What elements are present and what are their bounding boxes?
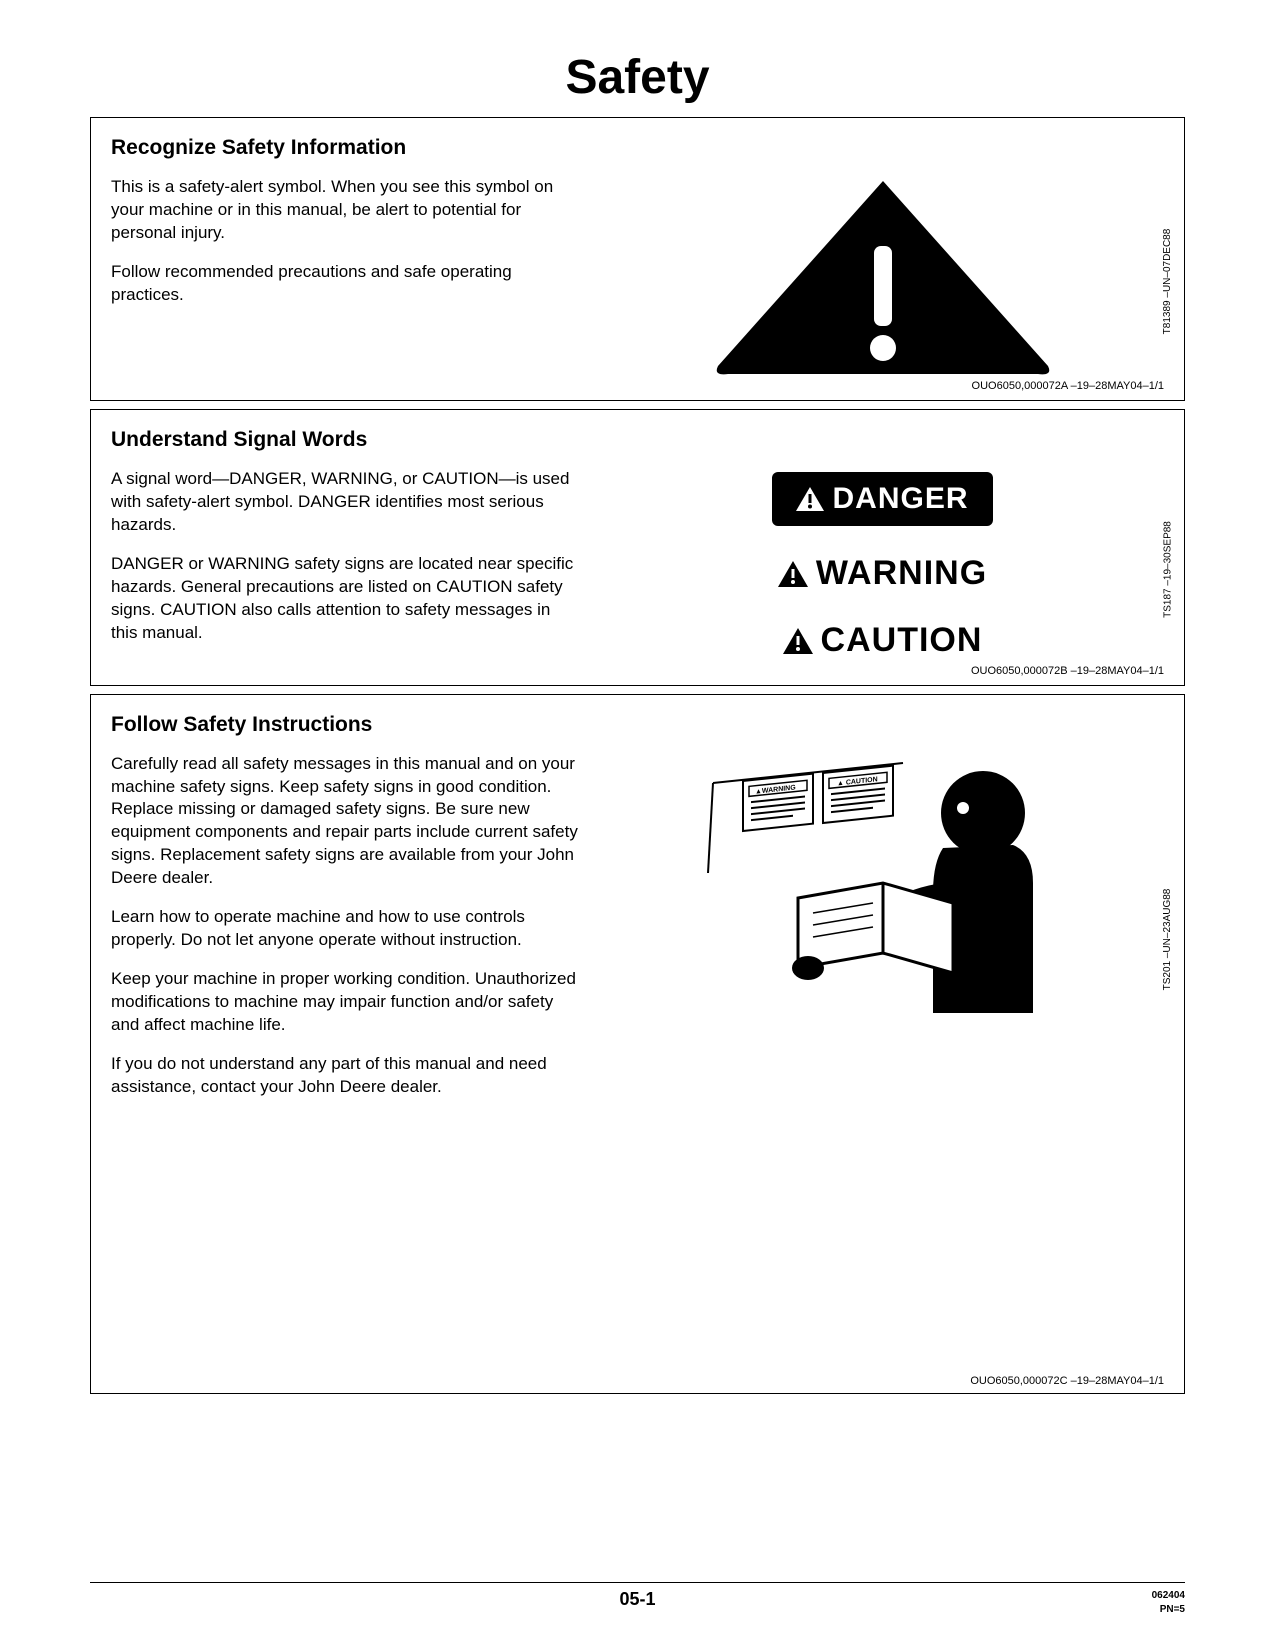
paragraph: If you do not understand any part of thi…: [111, 1053, 581, 1099]
image-side-code: T81389 –UN–07DEC88: [1163, 229, 1174, 335]
page-container: Safety Recognize Safety Information This…: [0, 0, 1275, 1432]
section-text: Carefully read all safety messages in th…: [111, 753, 581, 1115]
paragraph: A signal word—DANGER, WARNING, or CAUTIO…: [111, 468, 581, 537]
alert-triangle-icon: [783, 628, 813, 654]
page-footer: 05-1 062404 PN=5: [90, 1582, 1185, 1610]
section-follow-instructions: Follow Safety Instructions Carefully rea…: [90, 694, 1185, 1394]
paragraph: Carefully read all safety messages in th…: [111, 753, 581, 891]
signal-words-image: DANGER WARNING: [601, 468, 1164, 661]
caution-label: CAUTION: [783, 621, 983, 660]
safety-alert-symbol: T81389 –UN–07DEC88: [601, 176, 1164, 376]
caution-text: CAUTION: [821, 621, 983, 660]
paragraph: Keep your machine in proper working cond…: [111, 968, 581, 1037]
person-reading-icon: ▲WARNING ▲ CAUTION: [673, 753, 1093, 1013]
page-number: 05-1: [619, 1589, 655, 1609]
page-number-row: 05-1 062404 PN=5: [90, 1582, 1185, 1610]
safety-triangle-icon: [703, 176, 1063, 376]
alert-triangle-icon: [778, 561, 808, 587]
reading-manual-image: ▲WARNING ▲ CAUTION: [601, 753, 1164, 1115]
paragraph: Follow recommended precautions and safe …: [111, 261, 581, 307]
page-meta-date: 062404: [1152, 1589, 1185, 1603]
page-meta-pn: PN=5: [1152, 1603, 1185, 1617]
danger-text: DANGER: [832, 482, 968, 516]
paragraph: This is a safety-alert symbol. When you …: [111, 176, 581, 245]
section-footer-code: OUO6050,000072B –19–28MAY04–1/1: [111, 665, 1164, 677]
page-meta: 062404 PN=5: [1152, 1589, 1185, 1617]
section-body: A signal word—DANGER, WARNING, or CAUTIO…: [111, 468, 1164, 661]
warning-text: WARNING: [816, 554, 987, 593]
section-text: A signal word—DANGER, WARNING, or CAUTIO…: [111, 468, 581, 661]
signal-words-stack: DANGER WARNING: [772, 468, 992, 660]
section-heading: Understand Signal Words: [111, 428, 1164, 452]
section-text: This is a safety-alert symbol. When you …: [111, 176, 581, 376]
page-title: Safety: [90, 50, 1185, 105]
section-body: This is a safety-alert symbol. When you …: [111, 176, 1164, 376]
section-footer-code: OUO6050,000072C –19–28MAY04–1/1: [970, 1375, 1164, 1387]
paragraph: Learn how to operate machine and how to …: [111, 906, 581, 952]
image-side-code: TS201 –UN–23AUG88: [1163, 888, 1174, 990]
section-footer-code: OUO6050,000072A –19–28MAY04–1/1: [111, 380, 1164, 392]
alert-triangle-icon: [796, 487, 824, 511]
paragraph: DANGER or WARNING safety signs are locat…: [111, 553, 581, 645]
section-heading: Recognize Safety Information: [111, 136, 1164, 160]
warning-label: WARNING: [778, 554, 987, 593]
image-side-code: TS187 –19–30SEP88: [1163, 521, 1174, 618]
section-recognize-safety: Recognize Safety Information This is a s…: [90, 117, 1185, 401]
section-signal-words: Understand Signal Words A signal word—DA…: [90, 409, 1185, 686]
section-body: Carefully read all safety messages in th…: [111, 753, 1164, 1115]
danger-label: DANGER: [772, 472, 992, 526]
section-heading: Follow Safety Instructions: [111, 713, 1164, 737]
